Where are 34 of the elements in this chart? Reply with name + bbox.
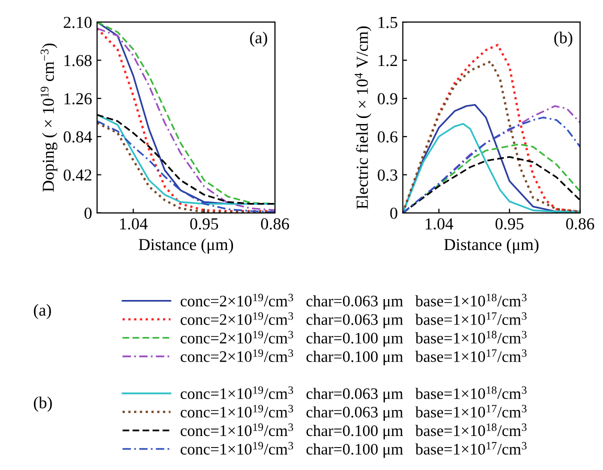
x-tick-label: 1.04 [426,218,454,230]
y-tick-label: 2.10 [64,16,92,28]
y-axis-title: Electric field ( × 10$^{4}$ V/cm) [354,26,372,209]
legend-label: conc=1×10$^{19}$/cm$^{3}$ char=0.063 μm base=1×10$^{18}$/cm$^{3}$ [180,386,527,402]
x-tick-label: 1.04 [120,218,148,230]
legend-label: conc=2×10$^{19}$/cm$^{3}$ char=0.063 μm base=1×10$^{18}$/cm$^{3}$ [180,294,527,310]
x-axis-title: Distance (μm) [138,238,234,254]
y-tick-label: 0 [84,208,92,219]
text: (a) [250,32,268,47]
legend-label: conc=1×10$^{19}$/cm$^{3}$ char=0.063 μm base=1×10$^{17}$/cm$^{3}$ [180,404,527,421]
x-tick-label: 0.86 [566,218,594,230]
legend-label: conc=2×10$^{19}$/cm$^{3}$ char=0.100 μm base=1×10$^{18}$/cm$^{3}$ [180,330,527,347]
y-tick-label: 0.3 [378,169,398,181]
x-tick-label: 0.86 [261,218,290,230]
y-tick-label: 0.84 [64,131,92,143]
legend-label: conc=1×10$^{19}$/cm$^{3}$ char=0.100 μm base=1×10$^{18}$/cm$^{3}$ [180,423,527,440]
y-tick-label: 0.42 [64,169,92,181]
legend-label: conc=1×10$^{19}$/cm$^{3}$ char=0.100 μm base=1×10$^{17}$/cm$^{3}$ [180,442,527,458]
y-tick-label: 1.68 [64,54,92,66]
y-axis-title: Doping ( × 10$^{19}$ cm$^{−3}$) [40,44,58,192]
y-tick-label: 0.9 [378,93,398,104]
text: (b) [554,32,572,47]
y-tick-label: 0.6 [378,131,398,143]
y-tick-label: 1.2 [378,55,398,66]
x-tick-label: 0.95 [496,218,524,230]
text: (a) [34,304,51,320]
y-tick-label: 1.5 [378,16,398,28]
y-tick-label: 0 [390,208,398,219]
legend-label: conc=2×10$^{19}$/cm$^{3}$ char=0.100 μm base=1×10$^{17}$/cm$^{3}$ [180,349,527,366]
legend-label: conc=2×10$^{19}$/cm$^{3}$ char=0.063 μm base=1×10$^{17}$/cm$^{3}$ [180,312,527,328]
x-axis-title: Distance (μm) [444,238,538,254]
x-tick-label: 0.95 [190,218,218,230]
y-tick-label: 1.26 [64,93,92,104]
text: (b) [34,396,52,412]
